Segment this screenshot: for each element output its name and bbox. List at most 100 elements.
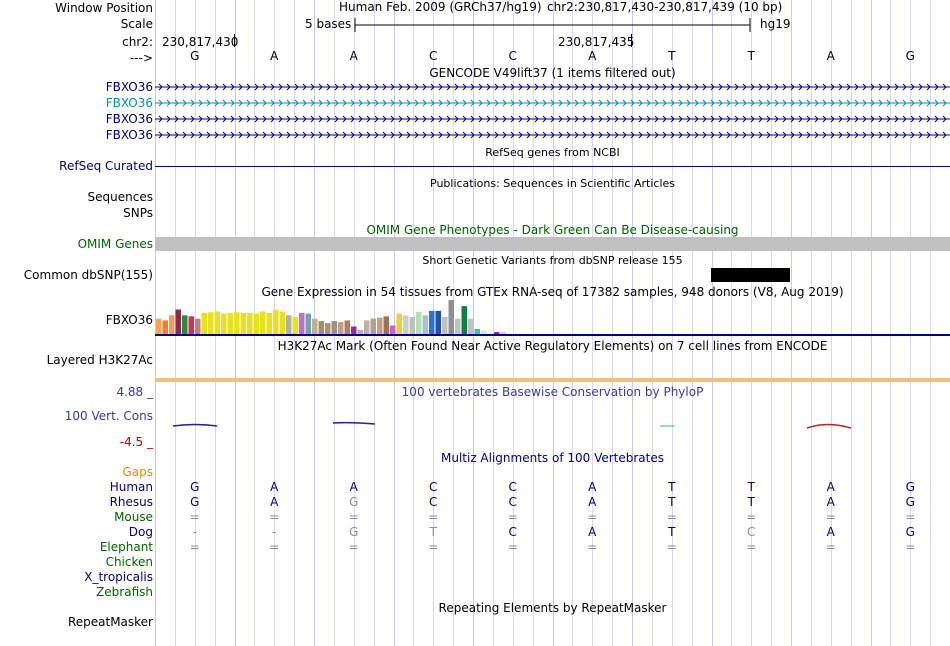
phylop-title[interactable]: 100 vertebrates Basewise Conservation by… xyxy=(401,385,704,399)
gaps-label[interactable]: Gaps xyxy=(122,465,153,479)
gtex-tissue-bar[interactable] xyxy=(422,315,429,334)
gtex-tissue-bar[interactable] xyxy=(325,323,331,334)
gtex-title[interactable]: Gene Expression in 54 tissues from GTEx … xyxy=(261,285,844,299)
gtex-tissue-bar[interactable] xyxy=(182,315,188,334)
gtex-tissue-bar[interactable] xyxy=(273,309,279,334)
species-label[interactable]: Human xyxy=(109,480,153,494)
gtex-tissue-bar[interactable] xyxy=(188,316,195,334)
refseq-label[interactable]: RefSeq Curated xyxy=(59,159,153,173)
refseq-title[interactable]: RefSeq genes from NCBI xyxy=(485,146,620,159)
omim-label[interactable]: OMIM Genes xyxy=(77,237,153,251)
gtex-tissue-bar[interactable] xyxy=(494,331,500,334)
dbsnp-title[interactable]: Short Genetic Variants from dbSNP releas… xyxy=(422,254,683,267)
multiz-title[interactable]: Multiz Alignments of 100 Vertebrates xyxy=(440,451,665,465)
alignment-base: A xyxy=(826,525,835,539)
gencode-title[interactable]: GENCODE V49lift37 (1 items filtered out) xyxy=(429,66,676,80)
gtex-tissue-bar[interactable] xyxy=(234,312,240,334)
gtex-tissue-bar[interactable] xyxy=(195,318,201,334)
gtex-tissue-bar[interactable] xyxy=(474,328,481,334)
gencode-transcript-line[interactable] xyxy=(155,131,950,139)
gencode-transcript-line[interactable] xyxy=(155,83,950,91)
species-label[interactable]: Dog xyxy=(128,525,153,539)
gtex-tissue-bar[interactable] xyxy=(383,316,390,334)
gtex-tissue-bar[interactable] xyxy=(305,313,312,334)
repeatmasker-title[interactable]: Repeating Elements by RepeatMasker xyxy=(438,601,667,615)
gtex-tissue-bar[interactable] xyxy=(468,318,474,334)
publications-title[interactable]: Publications: Sequences in Scientific Ar… xyxy=(430,177,675,190)
gtex-tissue-bar[interactable] xyxy=(162,320,169,334)
gtex-tissue-bar[interactable] xyxy=(364,320,370,334)
refseq-gene-line[interactable] xyxy=(155,166,950,167)
gtex-tissue-bar[interactable] xyxy=(260,311,266,334)
sequences-label[interactable]: Sequences xyxy=(87,190,153,204)
gtex-tissue-bar[interactable] xyxy=(169,315,175,334)
gtex-tissue-bar[interactable] xyxy=(253,313,260,334)
gtex-tissue-bar[interactable] xyxy=(442,317,448,334)
gencode-transcript-line[interactable] xyxy=(155,115,950,123)
gtex-tissue-bar[interactable] xyxy=(286,315,292,334)
gencode-track-label[interactable]: FBXO36 xyxy=(105,80,153,94)
gencode-transcript-line[interactable] xyxy=(155,99,950,107)
snps-label[interactable]: SNPs xyxy=(123,206,153,220)
gtex-tissue-bar[interactable] xyxy=(175,309,182,334)
gtex-tissue-bar[interactable] xyxy=(403,315,409,334)
gtex-tissue-bar[interactable] xyxy=(370,318,377,334)
gtex-tissue-bar[interactable] xyxy=(351,326,357,334)
gtex-tissue-bar[interactable] xyxy=(299,312,305,334)
gtex-tissue-bar[interactable] xyxy=(448,300,455,334)
gtex-tissue-bar[interactable] xyxy=(461,306,468,334)
gtex-tissue-bar[interactable] xyxy=(214,311,221,334)
species-label[interactable]: Rhesus xyxy=(109,495,153,509)
gtex-label[interactable]: FBXO36 xyxy=(105,313,153,327)
dbsnp-variant-box[interactable] xyxy=(711,268,790,282)
gtex-tissue-bar[interactable] xyxy=(481,330,487,334)
gtex-tissue-bar[interactable] xyxy=(377,317,383,334)
omim-title[interactable]: OMIM Gene Phenotypes - Dark Green Can Be… xyxy=(366,223,739,237)
gtex-tissue-bar[interactable] xyxy=(292,317,299,334)
gtex-tissue-bar[interactable] xyxy=(312,318,318,334)
gtex-tissue-bar[interactable] xyxy=(416,311,422,334)
dbsnp-label[interactable]: Common dbSNP(155) xyxy=(23,268,153,282)
h3k27ac-title[interactable]: H3K27Ac Mark (Often Found Near Active Re… xyxy=(277,339,828,353)
gencode-track-label[interactable]: FBXO36 xyxy=(105,96,153,110)
species-label[interactable]: Chicken xyxy=(105,555,153,569)
phylop-signal[interactable] xyxy=(155,418,950,432)
gtex-bar-chart[interactable] xyxy=(155,298,535,334)
gtex-tissue-bar[interactable] xyxy=(500,332,507,334)
gtex-tissue-bar[interactable] xyxy=(357,329,364,334)
repeatmasker-label[interactable]: RepeatMasker xyxy=(67,615,153,629)
gencode-track-label[interactable]: FBXO36 xyxy=(105,112,153,126)
h3k27ac-label[interactable]: Layered H3K27Ac xyxy=(46,353,153,367)
gtex-tissue-bar[interactable] xyxy=(390,325,396,335)
gtex-tissue-bar[interactable] xyxy=(455,318,461,334)
h3k27ac-signal-band[interactable] xyxy=(155,378,950,382)
gencode-track-label[interactable]: FBXO36 xyxy=(105,128,153,142)
gtex-tissue-bar[interactable] xyxy=(279,311,286,334)
phylop-label[interactable]: 100 Vert. Cons xyxy=(64,409,153,423)
strand-label[interactable]: ---> xyxy=(129,51,153,65)
gtex-tissue-bar[interactable] xyxy=(240,312,247,334)
gtex-tissue-bar[interactable] xyxy=(487,331,494,334)
gtex-tissue-bar[interactable] xyxy=(266,312,273,334)
gtex-tissue-bar[interactable] xyxy=(221,313,227,334)
omim-feature-bar[interactable] xyxy=(155,237,950,251)
species-label[interactable]: X_tropicalis xyxy=(84,570,153,584)
base-letter: C xyxy=(429,49,438,63)
gtex-tissue-bar[interactable] xyxy=(318,321,325,334)
gtex-tissue-bar[interactable] xyxy=(247,312,253,334)
species-label[interactable]: Elephant xyxy=(99,540,153,554)
gtex-tissue-bar[interactable] xyxy=(396,313,403,334)
species-label[interactable]: Zebrafish xyxy=(96,585,153,599)
species-label[interactable]: Mouse xyxy=(114,510,153,524)
gtex-tissue-bar[interactable] xyxy=(201,312,208,334)
gtex-tissue-bar[interactable] xyxy=(208,312,214,334)
gtex-tissue-bar[interactable] xyxy=(409,317,416,334)
gtex-tissue-bar[interactable] xyxy=(338,322,344,334)
gtex-tissue-bar[interactable] xyxy=(429,310,435,334)
alignment-base: = xyxy=(746,540,757,554)
gtex-tissue-bar[interactable] xyxy=(344,320,351,334)
gtex-tissue-bar[interactable] xyxy=(331,321,338,334)
gtex-tissue-bar[interactable] xyxy=(156,318,162,334)
gtex-tissue-bar[interactable] xyxy=(227,312,234,334)
gtex-tissue-bar[interactable] xyxy=(435,310,442,334)
